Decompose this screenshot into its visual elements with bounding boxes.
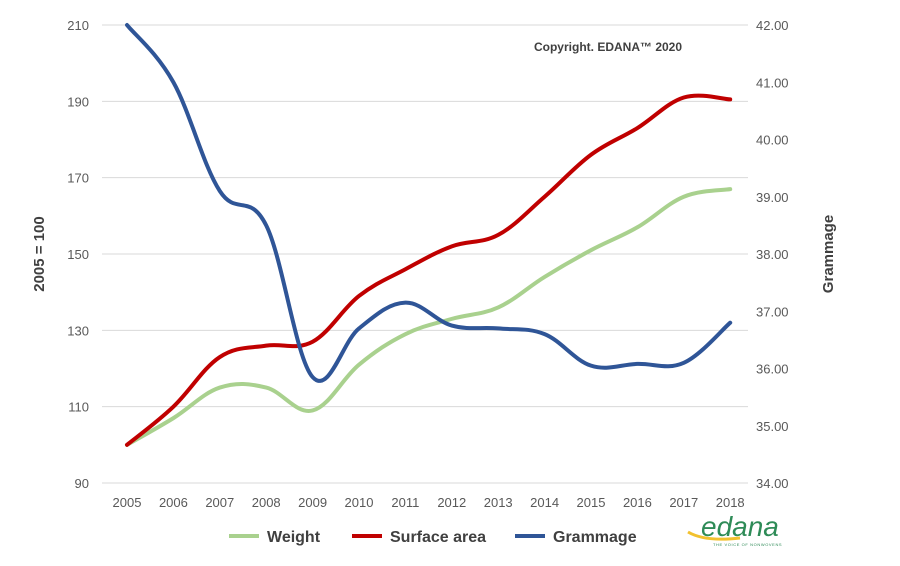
right-tick-label: 39.00 xyxy=(756,190,789,205)
left-axis-ticks: 90 110 130 150 170 190 210 xyxy=(67,18,89,491)
series-lines xyxy=(125,23,733,447)
right-tick-label: 35.00 xyxy=(756,419,789,434)
right-tick-label: 38.00 xyxy=(756,247,789,262)
x-tick-label: 2010 xyxy=(345,495,374,510)
edana-logo: edana THE VOICE OF NONWOVENS xyxy=(687,511,782,547)
x-tick-label: 2008 xyxy=(252,495,281,510)
x-tick-label: 2005 xyxy=(113,495,142,510)
logo-swoosh xyxy=(687,530,741,541)
right-axis-ticks: 34.00 35.00 36.00 37.00 38.00 39.00 40.00 41.00… xyxy=(756,18,789,491)
x-tick-label: 2016 xyxy=(623,495,652,510)
x-tick-label: 2013 xyxy=(484,495,513,510)
series-line-surface-area xyxy=(125,93,733,447)
right-tick-label: 34.00 xyxy=(756,476,789,491)
right-tick-label: 37.00 xyxy=(756,304,789,319)
left-tick-label: 130 xyxy=(67,323,89,338)
right-tick-label: 40.00 xyxy=(756,133,789,148)
logo-tagline: THE VOICE OF NONWOVENS xyxy=(713,542,782,547)
x-tick-label: 2011 xyxy=(391,495,419,510)
left-axis-title: 2005 = 100 xyxy=(31,216,48,292)
x-axis-ticks: 2005 2006 2007 2008 2009 2010 2011 2012 2013 2014… xyxy=(113,495,745,510)
x-tick-label: 2014 xyxy=(530,495,559,510)
left-tick-label: 170 xyxy=(67,171,89,186)
x-tick-label: 2006 xyxy=(159,495,188,510)
logo-wordmark: edana xyxy=(701,511,779,542)
left-tick-label: 150 xyxy=(67,247,89,262)
left-tick-label: 190 xyxy=(67,94,89,109)
x-tick-label: 2007 xyxy=(205,495,234,510)
legend-label-grammage: Grammage xyxy=(553,529,637,546)
x-tick-label: 2017 xyxy=(669,495,698,510)
x-tick-label: 2012 xyxy=(437,495,466,510)
x-tick-label: 2015 xyxy=(577,495,606,510)
left-tick-label: 210 xyxy=(67,18,89,33)
legend: Weight Surface area Grammage xyxy=(229,529,637,546)
right-axis-title: Grammage xyxy=(820,215,837,293)
legend-label-weight: Weight xyxy=(267,529,321,546)
left-tick-label: 110 xyxy=(68,400,89,415)
series-line-weight xyxy=(125,187,733,447)
gridlines xyxy=(102,24,748,484)
x-tick-label: 2018 xyxy=(716,495,745,510)
copyright-annotation: Copyright. EDANA™ 2020 xyxy=(534,40,682,54)
series-line-grammage xyxy=(125,23,733,383)
right-tick-label: 36.00 xyxy=(756,362,789,377)
legend-label-surface-area: Surface area xyxy=(390,529,486,546)
right-tick-label: 41.00 xyxy=(756,75,789,90)
x-tick-label: 2009 xyxy=(298,495,327,510)
right-tick-label: 42.00 xyxy=(756,18,789,33)
left-tick-label: 90 xyxy=(75,476,89,491)
